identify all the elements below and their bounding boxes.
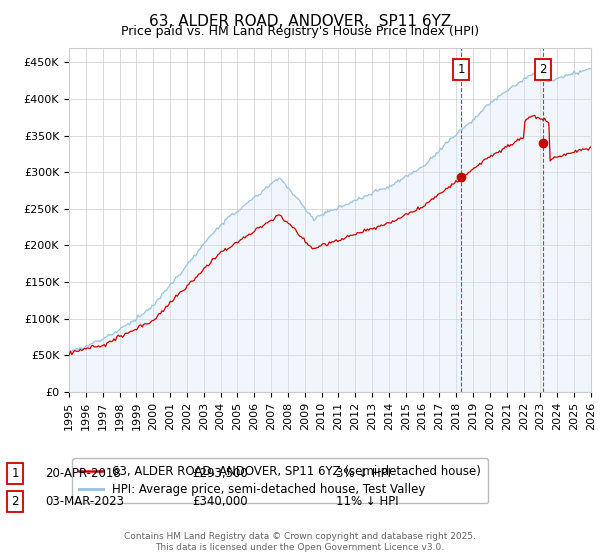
Text: 1: 1 [458,63,465,76]
Text: £293,500: £293,500 [192,466,248,480]
Text: 2: 2 [539,63,547,76]
Text: 3% ↓ HPI: 3% ↓ HPI [336,466,391,480]
Text: 03-MAR-2023: 03-MAR-2023 [45,494,124,508]
Text: 20-APR-2018: 20-APR-2018 [45,466,121,480]
Text: 11% ↓ HPI: 11% ↓ HPI [336,494,398,508]
Text: £340,000: £340,000 [192,494,248,508]
Text: Contains HM Land Registry data © Crown copyright and database right 2025.
This d: Contains HM Land Registry data © Crown c… [124,532,476,552]
Text: 1: 1 [11,466,19,480]
Text: 2: 2 [11,494,19,508]
Text: 63, ALDER ROAD, ANDOVER,  SP11 6YZ: 63, ALDER ROAD, ANDOVER, SP11 6YZ [149,14,451,29]
Text: Price paid vs. HM Land Registry's House Price Index (HPI): Price paid vs. HM Land Registry's House … [121,25,479,38]
Legend: 63, ALDER ROAD, ANDOVER, SP11 6YZ (semi-detached house), HPI: Average price, sem: 63, ALDER ROAD, ANDOVER, SP11 6YZ (semi-… [72,458,488,503]
